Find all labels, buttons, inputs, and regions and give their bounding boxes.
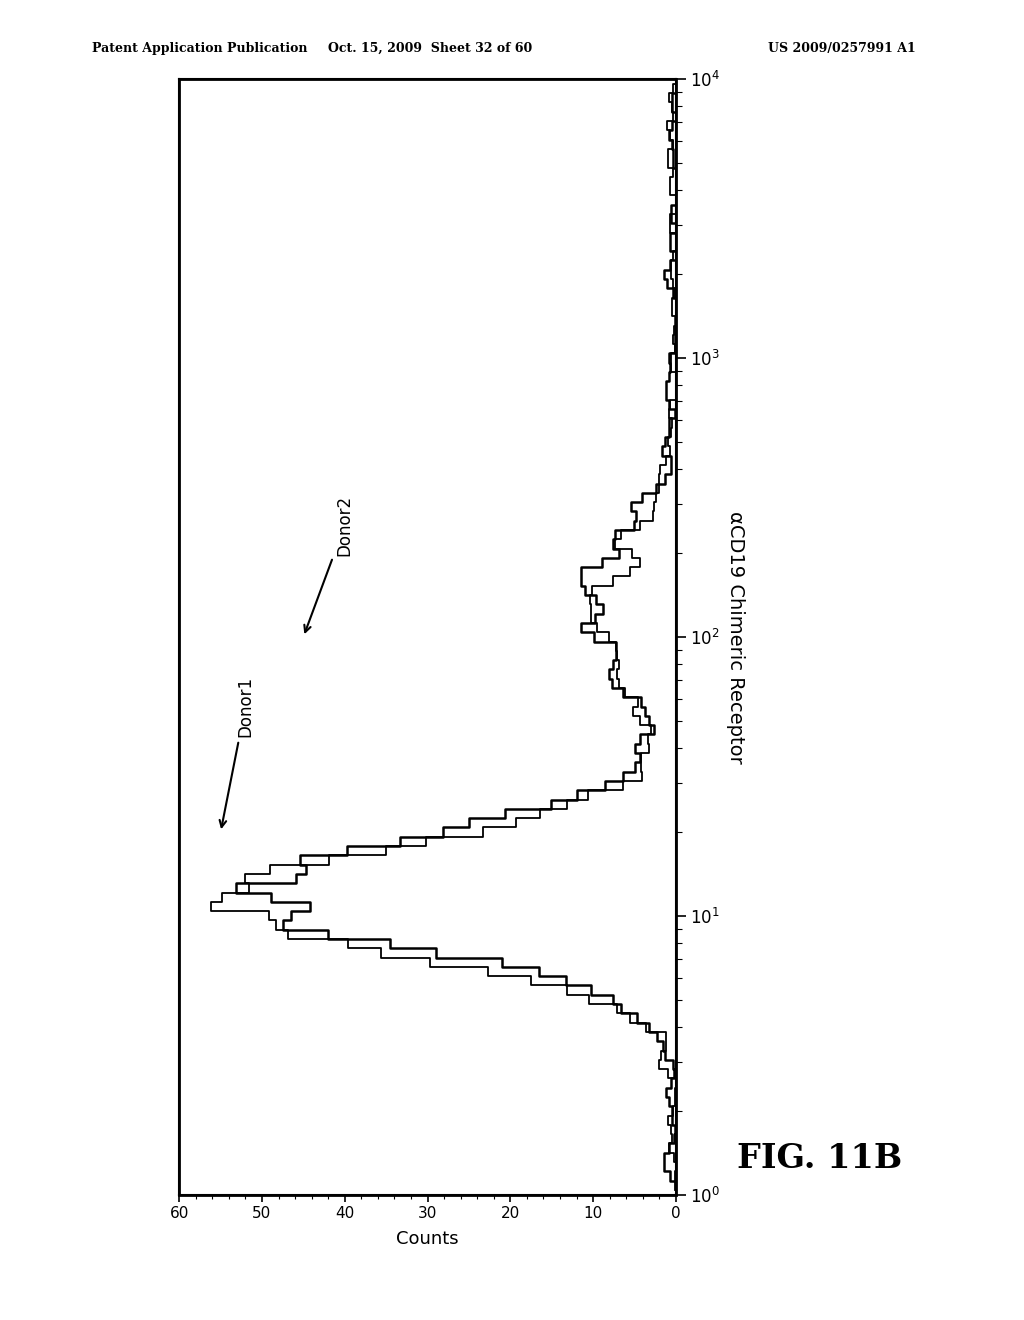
Text: Patent Application Publication: Patent Application Publication (92, 42, 307, 55)
Bar (179, 79, 676, 1195)
Y-axis label: αCD19 Chimeric Receptor: αCD19 Chimeric Receptor (726, 511, 745, 763)
Text: Donor2: Donor2 (304, 495, 353, 632)
X-axis label: Counts: Counts (396, 1230, 459, 1247)
Text: FIG. 11B: FIG. 11B (737, 1142, 902, 1175)
Text: Donor1: Donor1 (219, 676, 254, 828)
Text: Oct. 15, 2009  Sheet 32 of 60: Oct. 15, 2009 Sheet 32 of 60 (328, 42, 532, 55)
Text: US 2009/0257991 A1: US 2009/0257991 A1 (768, 42, 915, 55)
